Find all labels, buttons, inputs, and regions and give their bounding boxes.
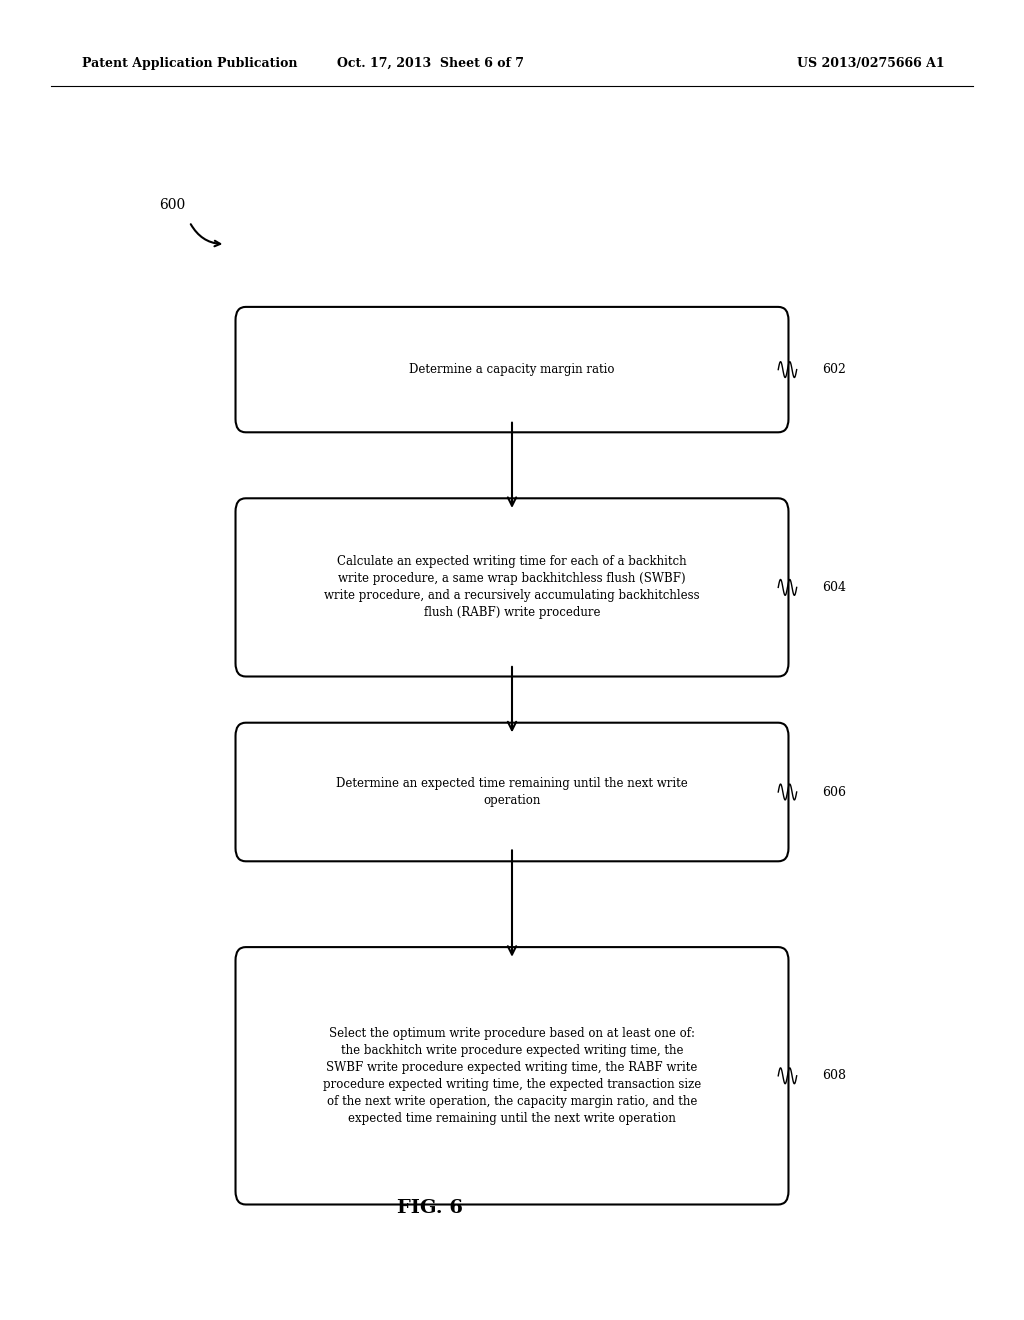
Text: FIG. 6: FIG. 6 xyxy=(397,1199,463,1217)
Text: Patent Application Publication: Patent Application Publication xyxy=(82,57,297,70)
Text: Determine an expected time remaining until the next write
operation: Determine an expected time remaining unt… xyxy=(336,777,688,807)
Text: 600: 600 xyxy=(159,198,185,211)
FancyBboxPatch shape xyxy=(236,308,788,433)
Text: 608: 608 xyxy=(822,1069,846,1082)
FancyBboxPatch shape xyxy=(236,722,788,861)
Text: 606: 606 xyxy=(822,785,846,799)
Text: Calculate an expected writing time for each of a backhitch
write procedure, a sa: Calculate an expected writing time for e… xyxy=(325,556,699,619)
Text: Select the optimum write procedure based on at least one of:
the backhitch write: Select the optimum write procedure based… xyxy=(323,1027,701,1125)
FancyBboxPatch shape xyxy=(236,498,788,676)
Text: 604: 604 xyxy=(822,581,846,594)
Text: US 2013/0275666 A1: US 2013/0275666 A1 xyxy=(797,57,944,70)
Text: Determine a capacity margin ratio: Determine a capacity margin ratio xyxy=(410,363,614,376)
FancyBboxPatch shape xyxy=(236,948,788,1204)
Text: Oct. 17, 2013  Sheet 6 of 7: Oct. 17, 2013 Sheet 6 of 7 xyxy=(337,57,523,70)
Text: 602: 602 xyxy=(822,363,846,376)
